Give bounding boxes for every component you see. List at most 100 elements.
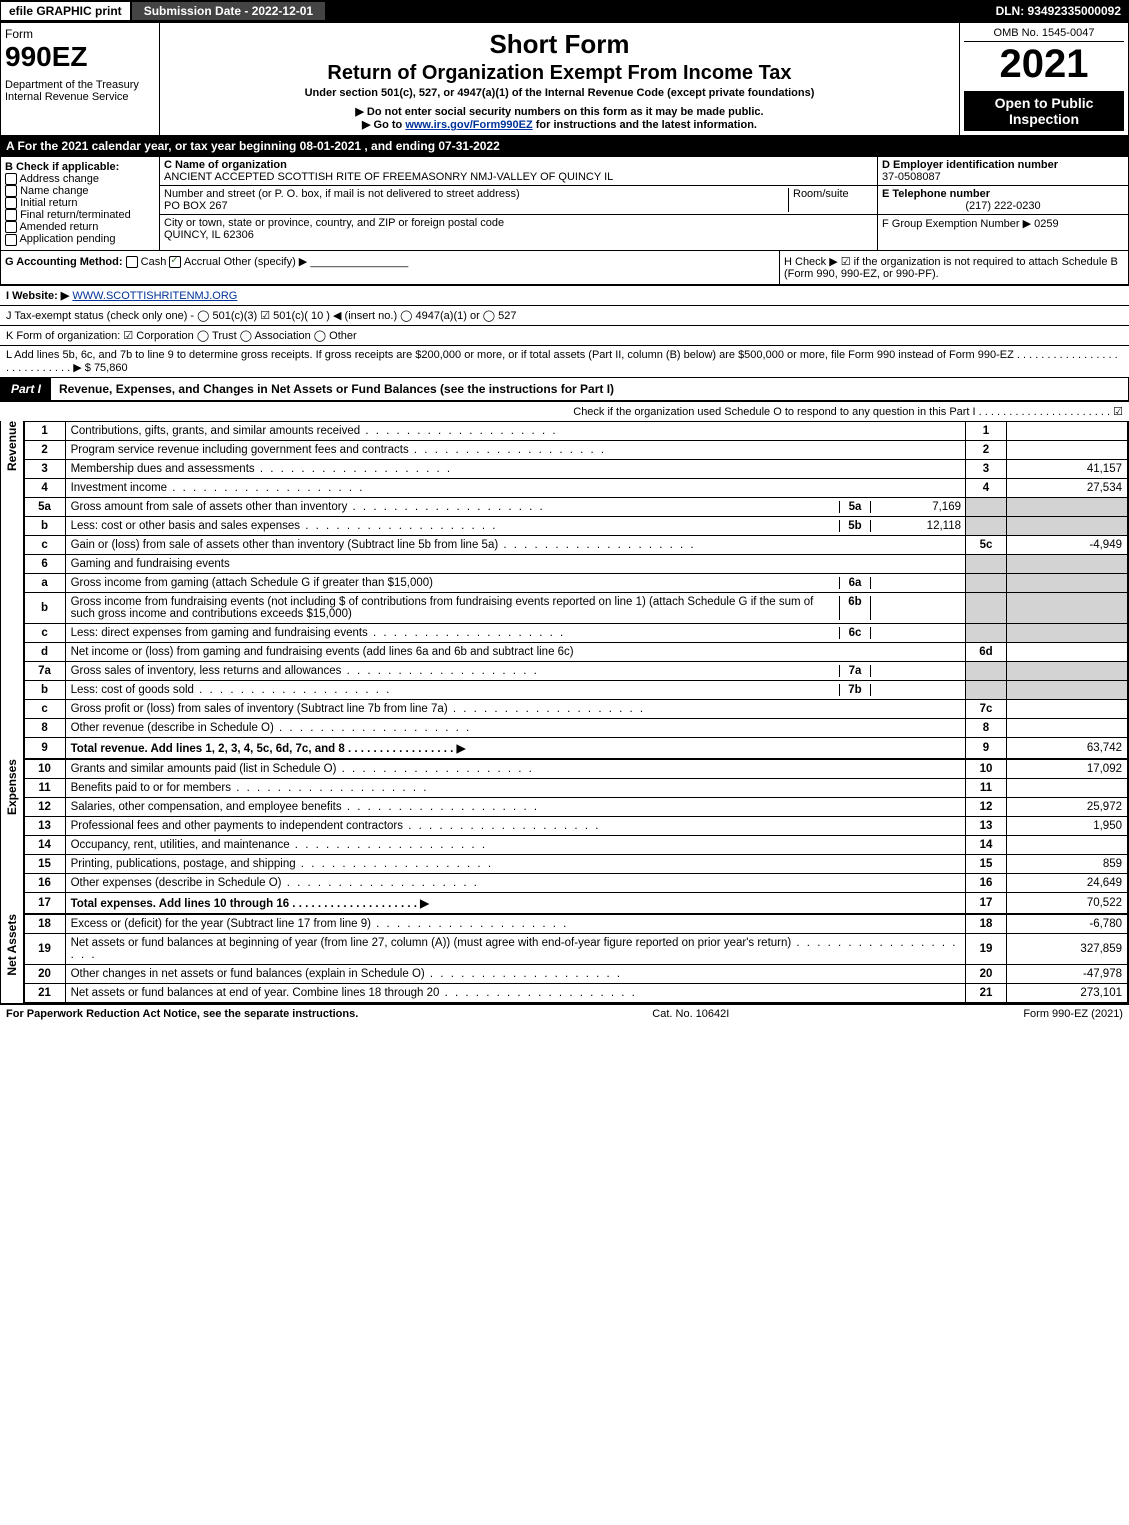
line-10: 10Grants and similar amounts paid (list … xyxy=(24,759,1127,778)
footer-mid: Cat. No. 10642I xyxy=(652,1008,729,1020)
tel-label: E Telephone number xyxy=(882,188,1124,200)
line-5a: 5aGross amount from sale of assets other… xyxy=(24,497,1127,516)
line-5c: cGain or (loss) from sale of assets othe… xyxy=(24,535,1127,554)
line-15: 15Printing, publications, postage, and s… xyxy=(24,854,1127,873)
omb-number: OMB No. 1545-0047 xyxy=(964,27,1124,42)
goto-pre: ▶ Go to xyxy=(362,119,405,131)
room-label: Room/suite xyxy=(788,188,873,212)
section-d: D Employer identification number 37-0508… xyxy=(878,157,1128,250)
section-c: C Name of organization ANCIENT ACCEPTED … xyxy=(160,157,878,250)
line-6c: cLess: direct expenses from gaming and f… xyxy=(24,623,1127,642)
section-j: J Tax-exempt status (check only one) - ◯… xyxy=(0,305,1129,325)
checkbox-final-return[interactable] xyxy=(5,209,17,221)
line-3: 3Membership dues and assessments341,157 xyxy=(24,459,1127,478)
section-h: H Check ▶ ☑ if the organization is not r… xyxy=(779,251,1128,284)
warning-ssn: ▶ Do not enter social security numbers o… xyxy=(164,105,955,118)
efile-print-label: efile GRAPHIC print xyxy=(0,1,131,21)
page-footer: For Paperwork Reduction Act Notice, see … xyxy=(0,1004,1129,1023)
form-label: Form xyxy=(5,27,155,41)
line-21: 21Net assets or fund balances at end of … xyxy=(24,983,1127,1002)
footer-left: For Paperwork Reduction Act Notice, see … xyxy=(6,1008,358,1020)
label-other-method: Other (specify) ▶ xyxy=(224,256,308,268)
irs-link[interactable]: www.irs.gov/Form990EZ xyxy=(405,119,532,131)
checkbox-initial-return[interactable] xyxy=(5,197,17,209)
section-l-text: L Add lines 5b, 6c, and 7b to line 9 to … xyxy=(6,349,1118,374)
section-k: K Form of organization: ☑ Corporation ◯ … xyxy=(0,325,1129,345)
subtitle: Under section 501(c), 527, or 4947(a)(1)… xyxy=(164,87,955,99)
revenue-vertical-label: Revenue xyxy=(1,421,24,759)
tax-year: 2021 xyxy=(964,42,1124,87)
line-9: 9Total revenue. Add lines 1, 2, 3, 4, 5c… xyxy=(24,737,1127,758)
checkbox-cash[interactable] xyxy=(126,256,138,268)
line-19: 19Net assets or fund balances at beginni… xyxy=(24,933,1127,964)
submission-date: Submission Date - 2022-12-01 xyxy=(131,1,326,21)
addr-value: PO BOX 267 xyxy=(164,200,788,212)
line-14: 14Occupancy, rent, utilities, and mainte… xyxy=(24,835,1127,854)
label-address-change: Address change xyxy=(19,173,99,185)
addr-label: Number and street (or P. O. box, if mail… xyxy=(164,188,788,200)
line-12: 12Salaries, other compensation, and empl… xyxy=(24,797,1127,816)
revenue-table: 1Contributions, gifts, grants, and simil… xyxy=(24,421,1128,759)
line-17: 17Total expenses. Add lines 10 through 1… xyxy=(24,892,1127,913)
netassets-table: 18Excess or (deficit) for the year (Subt… xyxy=(24,914,1128,1003)
part-1-check-line: Check if the organization used Schedule … xyxy=(0,401,1129,421)
line-7a: 7aGross sales of inventory, less returns… xyxy=(24,661,1127,680)
line-6: 6Gaming and fundraising events xyxy=(24,554,1127,573)
website-link[interactable]: WWW.SCOTTISHRITENMJ.ORG xyxy=(72,290,237,302)
line-13: 13Professional fees and other payments t… xyxy=(24,816,1127,835)
ein-label: D Employer identification number xyxy=(882,159,1124,171)
label-cash: Cash xyxy=(141,256,167,268)
dln: DLN: 93492335000092 xyxy=(988,2,1129,20)
part-1-title: Revenue, Expenses, and Changes in Net As… xyxy=(51,378,622,400)
expenses-vertical-label: Expenses xyxy=(1,759,24,914)
checkbox-address-change[interactable] xyxy=(5,173,17,185)
city-value: QUINCY, IL 62306 xyxy=(164,229,873,241)
section-a: A For the 2021 calendar year, or tax yea… xyxy=(0,136,1129,156)
checkbox-application-pending[interactable] xyxy=(5,234,17,246)
line-6d: dNet income or (loss) from gaming and fu… xyxy=(24,642,1127,661)
label-accrual: Accrual xyxy=(184,256,221,268)
accounting-method-label: G Accounting Method: xyxy=(5,256,123,268)
label-final-return: Final return/terminated xyxy=(20,209,131,221)
section-g: G Accounting Method: Cash Accrual Other … xyxy=(1,251,779,284)
main-title: Return of Organization Exempt From Incom… xyxy=(164,62,955,85)
part-1-tab: Part I xyxy=(1,378,51,400)
line-4: 4Investment income427,534 xyxy=(24,478,1127,497)
goto-post: for instructions and the latest informat… xyxy=(536,119,757,131)
website-label: I Website: ▶ xyxy=(6,290,69,302)
goto-line: ▶ Go to www.irs.gov/Form990EZ for instru… xyxy=(164,118,955,131)
line-8: 8Other revenue (describe in Schedule O)8 xyxy=(24,718,1127,737)
dept-label: Department of the Treasury Internal Reve… xyxy=(5,79,155,103)
city-label: City or town, state or province, country… xyxy=(164,217,873,229)
line-5b: bLess: cost or other basis and sales exp… xyxy=(24,516,1127,535)
line-6a: aGross income from gaming (attach Schedu… xyxy=(24,573,1127,592)
form-header: Form 990EZ Department of the Treasury In… xyxy=(0,22,1129,136)
checkbox-accrual[interactable] xyxy=(169,256,181,268)
tel-value: (217) 222-0230 xyxy=(882,200,1124,212)
label-amended-return: Amended return xyxy=(19,221,98,233)
line-1: 1Contributions, gifts, grants, and simil… xyxy=(24,421,1127,440)
label-application-pending: Application pending xyxy=(19,233,115,245)
line-6b: bGross income from fundraising events (n… xyxy=(24,592,1127,623)
line-18: 18Excess or (deficit) for the year (Subt… xyxy=(24,914,1127,933)
part-1-header: Part I Revenue, Expenses, and Changes in… xyxy=(0,377,1129,401)
group-exemption: F Group Exemption Number ▶ 0259 xyxy=(882,217,1124,230)
short-form-title: Short Form xyxy=(164,29,955,60)
line-11: 11Benefits paid to or for members11 xyxy=(24,778,1127,797)
top-bar: efile GRAPHIC print Submission Date - 20… xyxy=(0,0,1129,22)
footer-right: Form 990-EZ (2021) xyxy=(1023,1008,1123,1020)
ein-value: 37-0508087 xyxy=(882,171,1124,183)
checkbox-amended-return[interactable] xyxy=(5,221,17,233)
line-16: 16Other expenses (describe in Schedule O… xyxy=(24,873,1127,892)
checkbox-name-change[interactable] xyxy=(5,185,17,197)
section-b-heading: B Check if applicable: xyxy=(5,161,155,173)
section-b: B Check if applicable: Address change Na… xyxy=(1,157,160,250)
line-2: 2Program service revenue including gover… xyxy=(24,440,1127,459)
form-number: 990EZ xyxy=(5,41,155,73)
line-7b: bLess: cost of goods sold7b xyxy=(24,680,1127,699)
label-name-change: Name change xyxy=(20,185,89,197)
org-name-label: C Name of organization xyxy=(164,159,873,171)
inspection-box: Open to Public Inspection xyxy=(964,91,1124,131)
section-bcd: B Check if applicable: Address change Na… xyxy=(0,156,1129,251)
label-initial-return: Initial return xyxy=(20,197,77,209)
